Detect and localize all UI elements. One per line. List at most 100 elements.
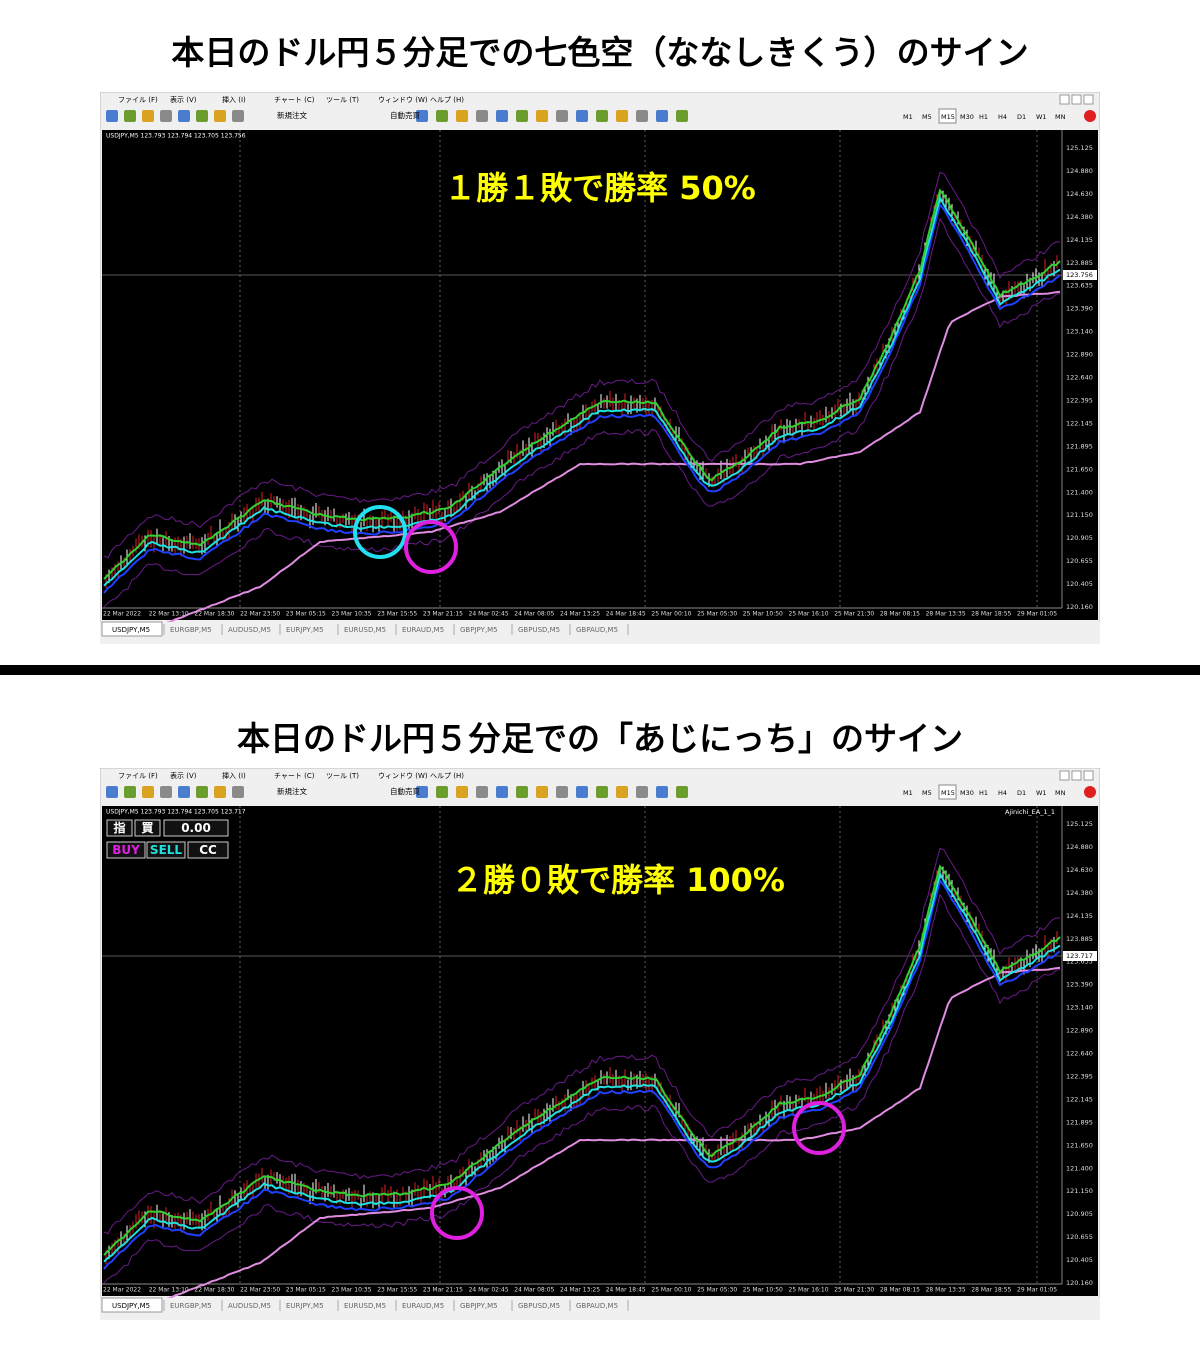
chart-tab[interactable]: EURJPY,M5 bbox=[286, 1302, 324, 1310]
timeframe-button[interactable]: W1 bbox=[1036, 789, 1047, 797]
chart-tab[interactable]: EURUSD,M5 bbox=[344, 626, 386, 634]
chart-tab[interactable]: EURUSD,M5 bbox=[344, 1302, 386, 1310]
toolbar-icon[interactable] bbox=[436, 786, 448, 798]
menu-item[interactable]: チャート (C) bbox=[274, 96, 315, 104]
window-button[interactable] bbox=[1083, 770, 1094, 781]
toolbar-icon[interactable] bbox=[456, 110, 468, 122]
timeframe-button[interactable]: M5 bbox=[922, 789, 932, 797]
toolbar-icon[interactable] bbox=[636, 786, 648, 798]
timeframe-button[interactable]: M15 bbox=[941, 113, 955, 121]
toolbar-icon[interactable] bbox=[616, 786, 628, 798]
menu-item[interactable]: ファイル (F) bbox=[118, 96, 158, 104]
menu-item[interactable]: ウィンドウ (W) bbox=[378, 772, 428, 780]
timeframe-button[interactable]: D1 bbox=[1017, 113, 1026, 121]
menu-item[interactable]: チャート (C) bbox=[274, 772, 315, 780]
chart-tab[interactable]: GBPAUD,M5 bbox=[576, 1302, 618, 1310]
ea-button-label[interactable]: CC bbox=[199, 843, 217, 857]
window-button[interactable] bbox=[1059, 94, 1070, 105]
toolbar-icon[interactable] bbox=[596, 110, 608, 122]
chart-tab[interactable]: EURJPY,M5 bbox=[286, 626, 324, 634]
timeframe-button[interactable]: H4 bbox=[998, 789, 1007, 797]
toolbar-icon[interactable] bbox=[576, 110, 588, 122]
toolbar-icon[interactable] bbox=[436, 110, 448, 122]
toolbar-button[interactable]: 自動売買 bbox=[390, 110, 420, 120]
timeframe-button[interactable]: H1 bbox=[979, 789, 988, 797]
toolbar-icon[interactable] bbox=[142, 786, 154, 798]
toolbar-icon[interactable] bbox=[196, 786, 208, 798]
toolbar-icon[interactable] bbox=[556, 786, 568, 798]
window-button[interactable] bbox=[1071, 770, 1082, 781]
window-button[interactable] bbox=[1059, 770, 1070, 781]
ea-button[interactable] bbox=[106, 819, 133, 837]
toolbar-icon[interactable] bbox=[232, 110, 244, 122]
toolbar-button[interactable]: 新規注文 bbox=[277, 110, 307, 120]
chart-tab[interactable]: GBPAUD,M5 bbox=[576, 626, 618, 634]
toolbar-icon[interactable] bbox=[416, 786, 428, 798]
toolbar-icon[interactable] bbox=[232, 786, 244, 798]
toolbar-icon[interactable] bbox=[516, 110, 528, 122]
toolbar-icon[interactable] bbox=[616, 110, 628, 122]
toolbar-icon[interactable] bbox=[196, 110, 208, 122]
toolbar-icon[interactable] bbox=[536, 786, 548, 798]
chart-tab[interactable]: GBPJPY,M5 bbox=[460, 1302, 498, 1310]
toolbar-icon[interactable] bbox=[124, 786, 136, 798]
toolbar-icon[interactable] bbox=[106, 110, 118, 122]
menu-item[interactable]: 挿入 (I) bbox=[222, 771, 246, 780]
toolbar-icon[interactable] bbox=[214, 110, 226, 122]
timeframe-button[interactable]: M5 bbox=[922, 113, 932, 121]
menu-item[interactable]: ファイル (F) bbox=[118, 772, 158, 780]
chart-tab[interactable]: EURGBP,M5 bbox=[170, 626, 212, 634]
timeframe-button[interactable]: M30 bbox=[960, 789, 974, 797]
toolbar-icon[interactable] bbox=[178, 110, 190, 122]
timeframe-button[interactable]: MN bbox=[1055, 789, 1066, 797]
toolbar-icon[interactable] bbox=[142, 110, 154, 122]
toolbar-icon[interactable] bbox=[214, 786, 226, 798]
toolbar-icon[interactable] bbox=[636, 110, 648, 122]
toolbar-button[interactable]: 新規注文 bbox=[277, 786, 307, 796]
toolbar-icon[interactable] bbox=[676, 786, 688, 798]
ea-button-label[interactable]: 0.00 bbox=[181, 821, 211, 835]
chart-tab[interactable]: USDJPY,M5 bbox=[112, 1302, 150, 1310]
toolbar-icon[interactable] bbox=[416, 110, 428, 122]
ea-button-label[interactable]: 指 bbox=[113, 820, 125, 835]
toolbar-icon[interactable] bbox=[536, 110, 548, 122]
menu-item[interactable]: 挿入 (I) bbox=[222, 95, 246, 104]
chart-tab[interactable]: EURAUD,M5 bbox=[402, 626, 444, 634]
menu-item[interactable]: ヘルプ (H) bbox=[430, 772, 464, 780]
chart-tab[interactable]: GBPUSD,M5 bbox=[518, 1302, 560, 1310]
timeframe-button[interactable]: M1 bbox=[903, 789, 913, 797]
ea-button[interactable] bbox=[106, 841, 146, 859]
chart-tab[interactable]: EURGBP,M5 bbox=[170, 1302, 212, 1310]
timeframe-button[interactable]: H1 bbox=[979, 113, 988, 121]
toolbar-icon[interactable] bbox=[160, 110, 172, 122]
timeframe-button[interactable]: M15 bbox=[941, 789, 955, 797]
menu-item[interactable]: 表示 (V) bbox=[170, 95, 197, 104]
toolbar-icon[interactable] bbox=[556, 110, 568, 122]
toolbar-icon[interactable] bbox=[160, 786, 172, 798]
menu-item[interactable]: ヘルプ (H) bbox=[430, 96, 464, 104]
ea-button[interactable] bbox=[163, 819, 229, 837]
menu-item[interactable]: ツール (T) bbox=[326, 772, 359, 780]
chart-tab[interactable]: GBPJPY,M5 bbox=[460, 626, 498, 634]
toolbar-icon[interactable] bbox=[656, 786, 668, 798]
toolbar-icon[interactable] bbox=[496, 110, 508, 122]
toolbar-icon[interactable] bbox=[456, 786, 468, 798]
toolbar-icon[interactable] bbox=[496, 786, 508, 798]
toolbar-button[interactable]: 自動売買 bbox=[390, 786, 420, 796]
menu-item[interactable]: 表示 (V) bbox=[170, 771, 197, 780]
chart-tab[interactable]: AUDUSD,M5 bbox=[228, 1302, 271, 1310]
timeframe-button[interactable]: MN bbox=[1055, 113, 1066, 121]
window-button[interactable] bbox=[1083, 94, 1094, 105]
chart-tab[interactable]: AUDUSD,M5 bbox=[228, 626, 271, 634]
toolbar-icon[interactable] bbox=[476, 786, 488, 798]
timeframe-button[interactable]: H4 bbox=[998, 113, 1007, 121]
menu-item[interactable]: ツール (T) bbox=[326, 96, 359, 104]
toolbar-icon[interactable] bbox=[178, 786, 190, 798]
chart-tab[interactable]: USDJPY,M5 bbox=[112, 626, 150, 634]
ea-button[interactable] bbox=[146, 841, 186, 859]
ea-button-label[interactable]: BUY bbox=[112, 843, 140, 857]
timeframe-button[interactable]: D1 bbox=[1017, 789, 1026, 797]
toolbar-icon[interactable] bbox=[656, 110, 668, 122]
timeframe-button[interactable]: W1 bbox=[1036, 113, 1047, 121]
ea-button[interactable] bbox=[187, 841, 229, 859]
